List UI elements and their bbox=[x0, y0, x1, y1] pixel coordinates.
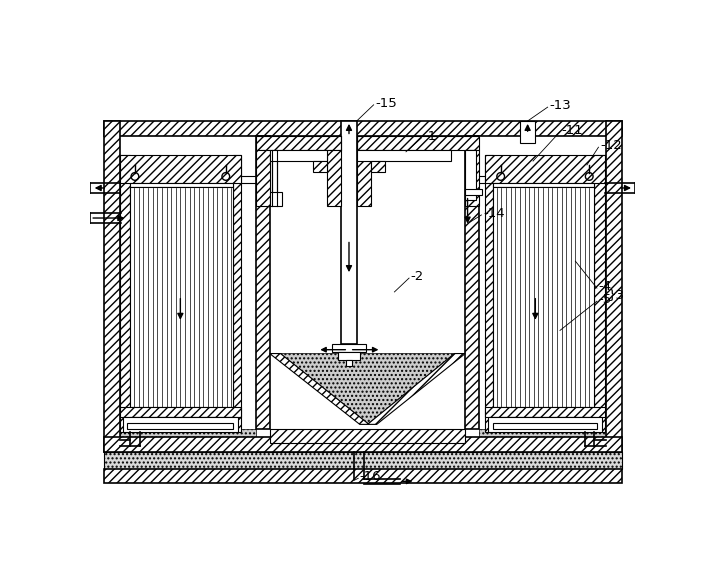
Bar bbox=[130, 187, 234, 407]
Bar bbox=[313, 161, 326, 172]
Polygon shape bbox=[479, 429, 606, 452]
Bar bbox=[346, 360, 352, 366]
Bar bbox=[485, 155, 493, 432]
Bar bbox=[104, 121, 120, 452]
Bar bbox=[358, 150, 371, 206]
Bar bbox=[104, 469, 622, 483]
Text: -4: -4 bbox=[598, 280, 612, 293]
Bar bbox=[270, 192, 282, 206]
Bar bbox=[104, 436, 622, 452]
Bar bbox=[326, 150, 341, 206]
Text: -16: -16 bbox=[360, 470, 382, 483]
Text: }3: }3 bbox=[607, 288, 624, 301]
Bar bbox=[130, 182, 234, 187]
Bar bbox=[493, 416, 594, 422]
Polygon shape bbox=[270, 353, 369, 424]
Bar bbox=[120, 407, 241, 416]
Bar bbox=[489, 416, 602, 432]
Bar bbox=[493, 423, 597, 429]
Bar bbox=[358, 150, 452, 161]
Bar bbox=[465, 189, 482, 195]
Bar bbox=[338, 352, 360, 360]
Polygon shape bbox=[120, 429, 256, 452]
Bar bbox=[465, 150, 476, 200]
Text: -5: -5 bbox=[598, 293, 612, 306]
Bar bbox=[485, 155, 605, 182]
Bar bbox=[104, 452, 622, 469]
Text: -1: -1 bbox=[423, 130, 436, 143]
Bar bbox=[465, 150, 479, 206]
Text: -13: -13 bbox=[549, 99, 571, 112]
Text: -2: -2 bbox=[411, 270, 424, 283]
Bar bbox=[270, 150, 326, 161]
Bar bbox=[130, 416, 234, 422]
Bar bbox=[606, 121, 622, 452]
Bar bbox=[256, 136, 341, 150]
Bar bbox=[332, 344, 366, 352]
Bar bbox=[341, 121, 358, 344]
Bar bbox=[256, 150, 270, 206]
Bar bbox=[270, 429, 465, 443]
Bar bbox=[465, 136, 479, 429]
Text: -11: -11 bbox=[561, 124, 583, 137]
Bar bbox=[358, 136, 479, 150]
Bar bbox=[371, 161, 385, 172]
Text: -12: -12 bbox=[600, 139, 622, 152]
Bar bbox=[485, 407, 605, 416]
Text: -15: -15 bbox=[375, 97, 397, 110]
Bar bbox=[127, 423, 234, 429]
Bar bbox=[594, 155, 605, 432]
Bar bbox=[234, 155, 241, 432]
Bar bbox=[122, 416, 238, 432]
Bar bbox=[493, 187, 594, 407]
Bar bbox=[493, 182, 594, 187]
Bar bbox=[520, 121, 535, 142]
Bar bbox=[256, 136, 270, 429]
Polygon shape bbox=[367, 353, 465, 424]
Text: -14: -14 bbox=[483, 207, 505, 220]
Bar bbox=[120, 155, 241, 182]
Bar bbox=[104, 121, 622, 136]
Polygon shape bbox=[280, 353, 455, 424]
Bar bbox=[120, 155, 130, 432]
